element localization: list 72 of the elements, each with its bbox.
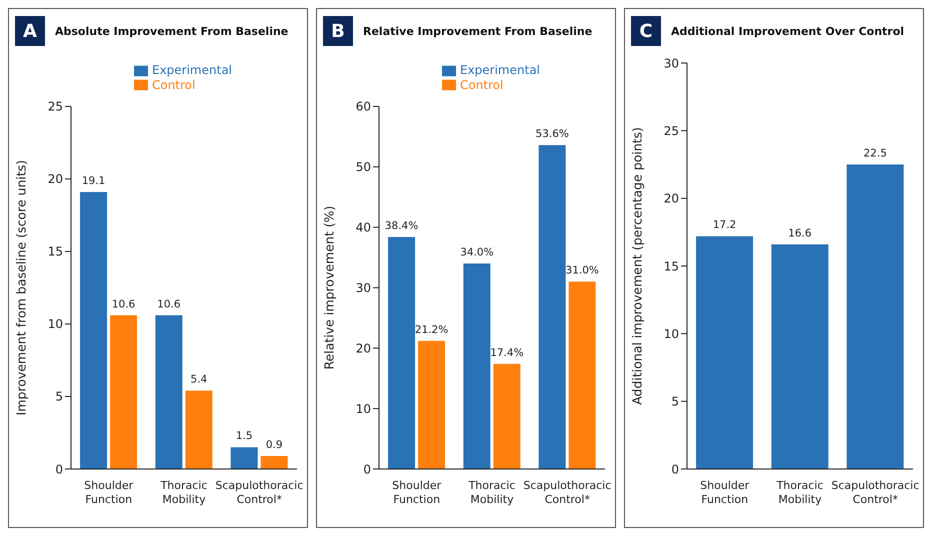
- y-axis-title: Improvement from baseline (score units): [13, 160, 28, 416]
- y-tick-label: 0: [671, 462, 679, 476]
- data-label: 10.6: [112, 298, 136, 310]
- data-label: 1.5: [236, 430, 253, 442]
- y-tick-label: 50: [356, 160, 371, 174]
- data-label: 17.2: [712, 219, 736, 232]
- data-label: 17.4%: [490, 346, 524, 359]
- text: B: [323, 16, 353, 46]
- bar: [771, 244, 828, 469]
- y-tick-label: 0: [363, 462, 371, 476]
- y-tick-label: 15: [664, 259, 679, 274]
- x-tick-label: Scapulothoracic Control*: [523, 479, 612, 506]
- bar: [388, 236, 416, 469]
- data-label: 19.1: [82, 175, 106, 187]
- x-tick-label: Scapulothoracic Control*: [215, 479, 304, 506]
- bar: [538, 145, 566, 469]
- bar: [696, 236, 754, 469]
- y-tick-label: 10: [356, 402, 371, 416]
- data-label: 22.5: [864, 148, 887, 160]
- x-tick-label: Scapulothoracic Control*: [831, 479, 920, 506]
- data-label: 34.0%: [460, 246, 494, 259]
- bar: [230, 447, 258, 469]
- y-tick-label: 30: [664, 56, 679, 70]
- y-axis-title: Additional improvement (percentage points): [629, 127, 644, 405]
- legend-label: Experimental: [152, 63, 232, 77]
- data-label: 0.9: [266, 438, 283, 451]
- chart-title: Additional Improvement Over Control: [671, 24, 904, 38]
- x-tick-label: Thoracic Mobility: [776, 479, 824, 506]
- y-tick-label: 20: [664, 192, 679, 206]
- bar: [568, 282, 596, 469]
- data-label: 21.2%: [414, 324, 448, 336]
- y-tick-label: 25: [48, 100, 63, 114]
- data-label: 38.4%: [384, 220, 418, 232]
- data-label: 10.6: [157, 298, 181, 310]
- data-label: 53.6%: [536, 128, 569, 140]
- legend-label: Control: [460, 78, 504, 92]
- y-tick-label: 5: [55, 390, 63, 404]
- bar: [418, 340, 446, 469]
- data-label: 16.6: [788, 227, 812, 240]
- text: C: [631, 16, 661, 46]
- data-label: 5.4: [190, 374, 208, 386]
- x-tick-label: Thoracic Mobility: [160, 479, 208, 506]
- bar: [463, 264, 490, 469]
- chart-title: Absolute Improvement From Baseline: [55, 24, 288, 38]
- text: A: [15, 16, 45, 46]
- y-tick-label: 25: [664, 124, 679, 138]
- y-tick-label: 30: [356, 280, 371, 295]
- y-tick-label: 60: [356, 100, 371, 114]
- bar: [80, 192, 108, 469]
- chart-title: Relative Improvement From Baseline: [363, 24, 592, 38]
- bar: [155, 315, 182, 469]
- y-tick-label: 0: [55, 462, 63, 476]
- y-tick-label: 40: [356, 220, 371, 235]
- y-tick-label: 15: [48, 244, 63, 259]
- bar: [493, 364, 520, 469]
- x-tick-label: Shoulder Function: [84, 479, 134, 506]
- y-tick-label: 10: [664, 326, 679, 341]
- x-tick-label: Shoulder Function: [700, 479, 750, 506]
- bar: [185, 390, 212, 469]
- y-axis-title: Relative improvement (%): [321, 206, 336, 370]
- data-label: 31.0%: [566, 264, 599, 277]
- y-tick-label: 10: [48, 317, 63, 332]
- x-tick-label: Thoracic Mobility: [468, 479, 516, 506]
- legend-label: Control: [152, 78, 196, 92]
- y-tick-label: 20: [356, 341, 371, 356]
- x-tick-label: Shoulder Function: [392, 479, 442, 506]
- y-tick-label: 20: [48, 172, 63, 186]
- legend-label: Experimental: [460, 63, 540, 77]
- y-tick-label: 5: [671, 394, 679, 409]
- bar: [260, 456, 288, 469]
- bar: [846, 164, 904, 469]
- bar: [110, 315, 138, 469]
